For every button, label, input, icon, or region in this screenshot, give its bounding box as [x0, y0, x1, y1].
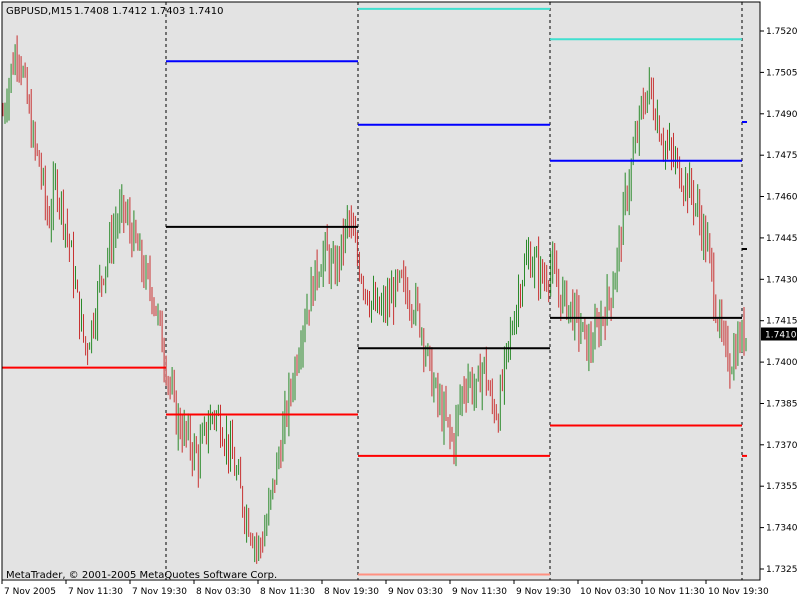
plot-area[interactable]	[2, 2, 760, 579]
price-tick-label: 1.7340	[766, 524, 798, 534]
time-tick-label: 10 Nov 11:30	[644, 587, 705, 597]
price-tick-label: 1.7475	[766, 151, 798, 161]
price-tick-label: 1.7505	[766, 68, 798, 78]
time-tick-label: 8 Nov 11:30	[260, 587, 315, 597]
price-tick-label: 1.7325	[766, 565, 798, 575]
current-price-label: 1.7410	[765, 331, 797, 341]
price-tick-label: 1.7355	[766, 482, 798, 492]
day-separators-layer	[165, 2, 743, 580]
time-tick-label: 9 Nov 19:30	[516, 587, 571, 597]
time-tick-label: 10 Nov 03:30	[580, 587, 641, 597]
time-tick-label: 10 Nov 19:30	[708, 587, 769, 597]
time-axis[interactable]: 7 Nov 2005 7 Nov 11:30 7 Nov 19:30 8 Nov 03…	[1, 580, 769, 597]
ohlc-readout: 1.7408 1.7412 1.7403 1.7410	[74, 6, 224, 17]
price-tick-label: 1.7400	[766, 358, 798, 368]
copyright-text: MetaTrader, © 2001-2005 MetaQuotes Softw…	[6, 570, 277, 581]
plot-border	[1, 1, 761, 581]
time-tick-label: 9 Nov 03:30	[388, 587, 443, 597]
time-tick-label: 7 Nov 2005	[4, 587, 56, 597]
price-tick-label: 1.7490	[766, 110, 798, 120]
symbol-title: GBPUSD,M15	[6, 6, 73, 17]
price-tick-label: 1.7460	[766, 193, 798, 203]
price-tick-label: 1.7445	[766, 234, 798, 244]
price-tick-label: 1.7430	[766, 275, 798, 285]
time-tick-label: 8 Nov 19:30	[324, 587, 379, 597]
pivot-levels-layer	[2, 7, 747, 576]
price-tick-label: 1.7385	[766, 400, 798, 410]
price-axis[interactable]: 1.7520 1.7505 1.7490 1.7475 1.7460 1.7445 1.74…	[760, 27, 798, 575]
time-tick-label: 7 Nov 19:30	[132, 587, 187, 597]
current-price-bg	[761, 327, 797, 341]
current-price-marker: 1.7410	[761, 327, 797, 341]
price-tick-label: 1.7370	[766, 441, 798, 451]
time-tick-label: 9 Nov 11:30	[452, 587, 507, 597]
price-tick-label: 1.7415	[766, 317, 798, 327]
time-tick-label: 7 Nov 11:30	[68, 587, 123, 597]
time-tick-label: 8 Nov 03:30	[196, 587, 251, 597]
price-tick-label: 1.7520	[766, 27, 798, 37]
